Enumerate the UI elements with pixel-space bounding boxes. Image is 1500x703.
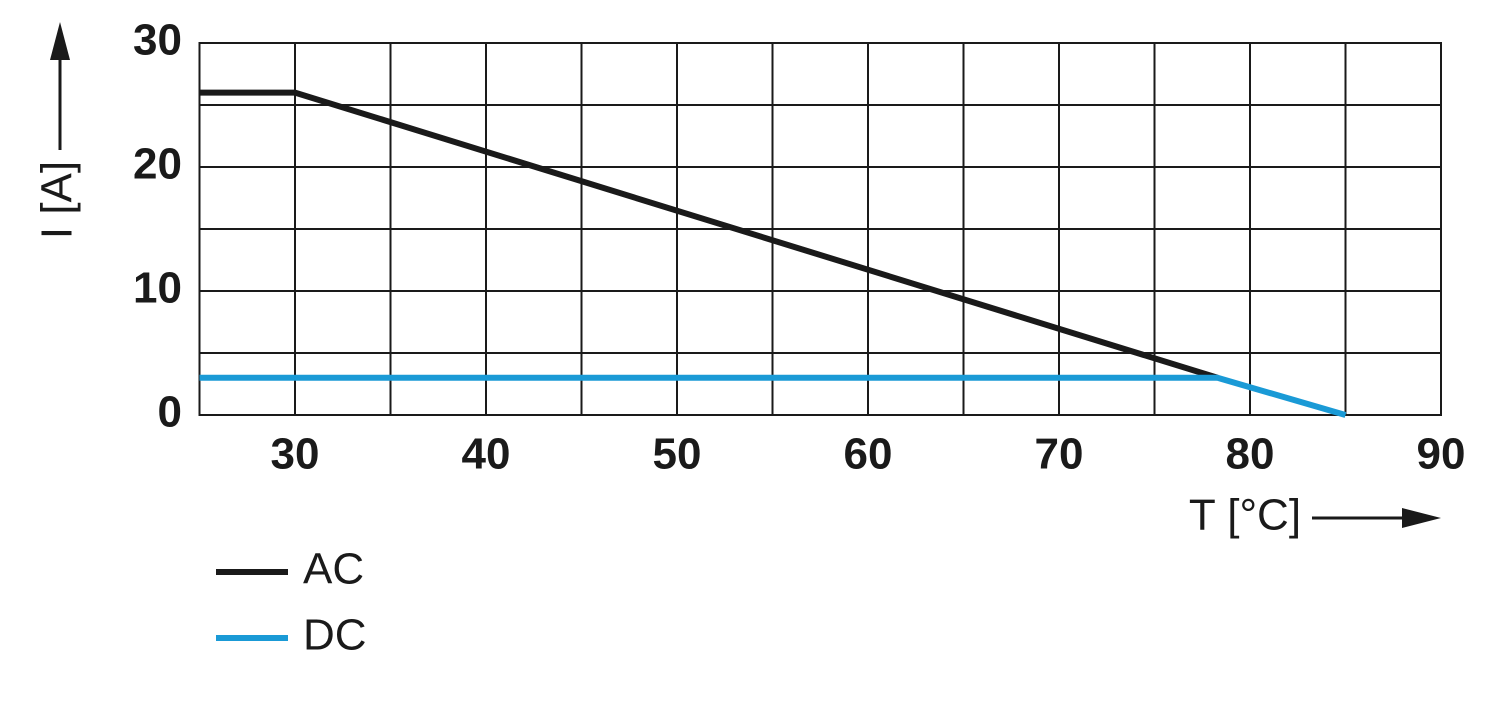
y-axis-label: I [A] (33, 161, 82, 239)
plot-frame (198, 42, 1442, 416)
x-tick-label: 90 (1417, 430, 1466, 479)
x-tick-label: 40 (462, 430, 511, 479)
x-tick-label: 30 (271, 430, 320, 479)
x-axis-label: T [°C] (1189, 491, 1301, 540)
y-tick-label: 30 (133, 16, 182, 65)
y-axis-arrowhead (50, 22, 70, 60)
legend-label: DC (303, 611, 367, 660)
y-tick-label: 20 (133, 140, 182, 189)
legend-label: AC (303, 545, 364, 594)
x-tick-label: 80 (1226, 430, 1275, 479)
line (199, 89, 1219, 381)
x-tick-label: 70 (1035, 430, 1084, 479)
x-axis-arrowhead (1402, 508, 1441, 528)
line (199, 374, 1347, 418)
y-tick-label: 0 (158, 388, 182, 437)
y-tick-label: 10 (133, 264, 182, 313)
x-tick-label: 60 (844, 430, 893, 479)
x-tick-label: 50 (653, 430, 702, 479)
